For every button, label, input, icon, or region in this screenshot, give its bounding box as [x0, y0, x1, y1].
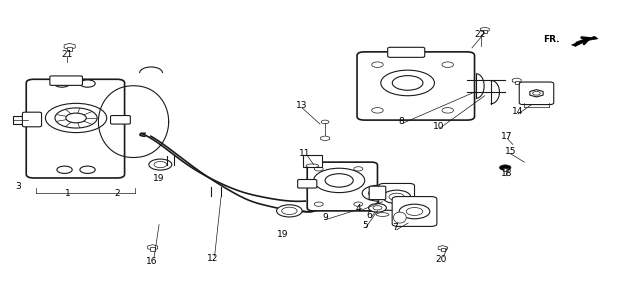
- Circle shape: [276, 205, 302, 217]
- Text: 10: 10: [433, 122, 445, 131]
- FancyBboxPatch shape: [307, 162, 378, 211]
- FancyBboxPatch shape: [357, 52, 474, 120]
- Text: 16: 16: [147, 257, 158, 266]
- Circle shape: [354, 167, 363, 171]
- Text: 5: 5: [362, 221, 367, 230]
- Text: 3: 3: [16, 182, 22, 191]
- Circle shape: [442, 108, 454, 113]
- Bar: [150, 247, 156, 251]
- Polygon shape: [572, 36, 598, 47]
- Circle shape: [321, 120, 329, 124]
- FancyBboxPatch shape: [379, 184, 415, 210]
- Text: 1: 1: [65, 189, 70, 198]
- Ellipse shape: [394, 212, 406, 223]
- Circle shape: [372, 62, 383, 67]
- Text: FR.: FR.: [543, 35, 559, 44]
- FancyBboxPatch shape: [392, 196, 437, 226]
- Circle shape: [389, 193, 404, 200]
- Circle shape: [406, 207, 423, 215]
- Bar: [515, 80, 519, 84]
- Circle shape: [442, 62, 454, 67]
- FancyBboxPatch shape: [369, 186, 386, 200]
- Circle shape: [57, 166, 72, 174]
- FancyBboxPatch shape: [111, 116, 131, 124]
- Circle shape: [282, 207, 297, 215]
- Circle shape: [369, 188, 389, 198]
- Circle shape: [80, 166, 95, 174]
- Circle shape: [314, 202, 323, 206]
- Polygon shape: [438, 246, 447, 251]
- Text: 8: 8: [399, 117, 404, 125]
- Text: 17: 17: [501, 132, 513, 141]
- FancyBboxPatch shape: [519, 82, 554, 105]
- Circle shape: [314, 167, 323, 171]
- Text: 4: 4: [355, 204, 361, 213]
- Bar: [483, 30, 487, 33]
- Polygon shape: [148, 245, 157, 250]
- FancyBboxPatch shape: [298, 180, 317, 188]
- Circle shape: [55, 108, 97, 128]
- Circle shape: [499, 165, 511, 170]
- Bar: [13, 117, 28, 124]
- Circle shape: [392, 76, 423, 90]
- Circle shape: [362, 185, 396, 201]
- Text: 2: 2: [115, 189, 120, 198]
- Circle shape: [66, 113, 86, 123]
- Polygon shape: [481, 27, 489, 32]
- Text: 21: 21: [61, 50, 73, 58]
- Text: 14: 14: [512, 107, 524, 116]
- Circle shape: [54, 80, 70, 87]
- Ellipse shape: [376, 213, 389, 216]
- Text: 15: 15: [504, 147, 516, 156]
- Circle shape: [154, 162, 167, 168]
- Circle shape: [373, 206, 382, 210]
- Bar: [67, 47, 72, 51]
- Text: 20: 20: [436, 255, 447, 263]
- Circle shape: [383, 190, 411, 203]
- Bar: [441, 248, 445, 251]
- Text: 13: 13: [296, 101, 308, 110]
- Bar: [303, 155, 322, 167]
- Polygon shape: [64, 43, 75, 50]
- Circle shape: [532, 91, 540, 95]
- Circle shape: [149, 159, 172, 170]
- FancyBboxPatch shape: [26, 79, 125, 178]
- Text: 22: 22: [474, 30, 485, 39]
- Circle shape: [325, 174, 353, 187]
- Circle shape: [45, 103, 107, 132]
- Circle shape: [399, 204, 430, 219]
- FancyBboxPatch shape: [22, 112, 42, 127]
- FancyBboxPatch shape: [50, 76, 83, 85]
- Polygon shape: [530, 90, 543, 97]
- Circle shape: [354, 202, 363, 206]
- Circle shape: [314, 168, 365, 192]
- Text: 19: 19: [277, 230, 289, 239]
- Circle shape: [369, 203, 387, 212]
- Text: 19: 19: [154, 174, 165, 183]
- Bar: [502, 168, 508, 171]
- Text: 12: 12: [207, 254, 218, 263]
- Polygon shape: [321, 136, 330, 141]
- Text: 6: 6: [366, 211, 372, 220]
- Circle shape: [80, 80, 95, 87]
- Text: 9: 9: [322, 213, 328, 222]
- Text: 7: 7: [392, 223, 398, 232]
- Text: 11: 11: [299, 149, 310, 158]
- Polygon shape: [512, 78, 521, 83]
- FancyBboxPatch shape: [388, 47, 425, 57]
- Circle shape: [381, 70, 435, 96]
- Circle shape: [372, 108, 383, 113]
- Circle shape: [400, 48, 413, 54]
- Text: 18: 18: [500, 169, 512, 178]
